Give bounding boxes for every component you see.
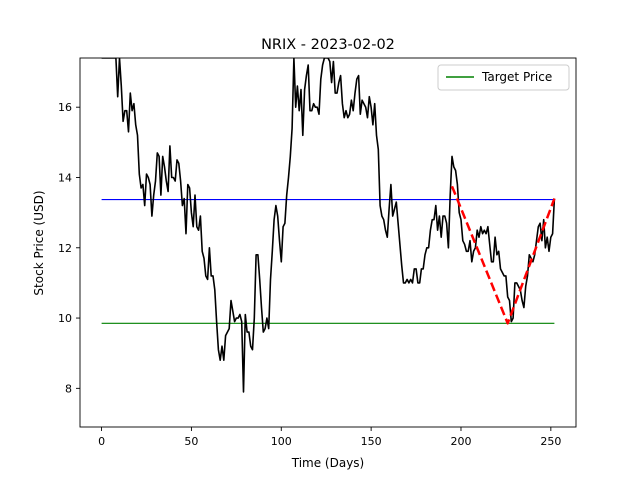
trend-dashed-line [450, 185, 556, 325]
plot-series [101, 58, 556, 393]
x-axis: 0 50 100 150 200 250 [98, 427, 561, 448]
chart-title: NRIX - 2023-02-02 [261, 37, 395, 53]
x-axis-label: Time (Days) [291, 456, 365, 470]
x-tick-label: 200 [450, 435, 471, 448]
x-tick-label: 150 [361, 435, 382, 448]
legend-label-target-price: Target Price [481, 70, 552, 84]
x-tick-label: 250 [540, 435, 561, 448]
y-axis: 8 10 12 14 16 [58, 101, 80, 395]
y-axis-label: Stock Price (USD) [32, 190, 46, 295]
stock-price-line [101, 58, 556, 393]
x-tick-label: 100 [271, 435, 292, 448]
y-tick-label: 16 [58, 101, 72, 114]
x-tick-label: 0 [98, 435, 105, 448]
y-tick-label: 8 [65, 382, 72, 395]
legend: Target Price [437, 64, 570, 91]
y-tick-label: 12 [58, 242, 72, 255]
legend-box [437, 64, 570, 91]
x-tick-label: 50 [184, 435, 198, 448]
y-tick-label: 10 [58, 312, 72, 325]
y-tick-label: 14 [58, 171, 72, 184]
plot-frame [79, 57, 577, 428]
